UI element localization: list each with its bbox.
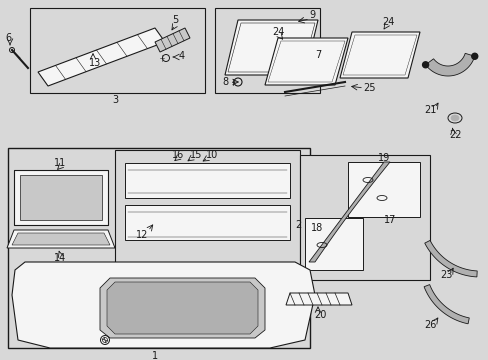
Polygon shape bbox=[100, 278, 264, 338]
Text: 7: 7 bbox=[314, 50, 321, 60]
Polygon shape bbox=[125, 163, 289, 198]
Text: 25: 25 bbox=[363, 83, 375, 93]
Polygon shape bbox=[125, 205, 289, 240]
Text: 24: 24 bbox=[271, 27, 284, 37]
Polygon shape bbox=[12, 262, 314, 348]
Text: 2: 2 bbox=[294, 220, 301, 230]
Bar bbox=[14, 170, 108, 175]
Text: 3: 3 bbox=[112, 95, 118, 105]
Bar bbox=[115, 150, 299, 290]
Polygon shape bbox=[264, 38, 347, 85]
Polygon shape bbox=[155, 28, 190, 52]
Text: 4: 4 bbox=[179, 51, 184, 61]
Bar bbox=[8, 148, 309, 348]
Polygon shape bbox=[339, 32, 419, 78]
Text: 18: 18 bbox=[310, 223, 323, 233]
Polygon shape bbox=[285, 293, 351, 305]
Text: 12: 12 bbox=[136, 230, 148, 240]
Text: 20: 20 bbox=[313, 310, 325, 320]
Text: 26: 26 bbox=[423, 320, 435, 330]
Text: 23: 23 bbox=[439, 270, 451, 280]
Text: 15: 15 bbox=[189, 150, 202, 160]
Polygon shape bbox=[107, 282, 258, 334]
Polygon shape bbox=[12, 233, 110, 245]
Circle shape bbox=[471, 53, 477, 59]
Polygon shape bbox=[38, 28, 164, 86]
Text: 19: 19 bbox=[377, 153, 389, 163]
Text: 6: 6 bbox=[5, 33, 11, 43]
Bar bbox=[14, 170, 20, 225]
Bar bbox=[305, 218, 362, 270]
Bar bbox=[299, 155, 429, 280]
PathPatch shape bbox=[423, 284, 468, 324]
Polygon shape bbox=[14, 170, 108, 225]
Bar bbox=[30, 8, 204, 93]
PathPatch shape bbox=[424, 240, 476, 277]
Bar bbox=[14, 220, 108, 225]
Text: 14: 14 bbox=[54, 253, 66, 263]
Text: 13: 13 bbox=[89, 58, 101, 68]
Text: 11: 11 bbox=[54, 158, 66, 168]
Polygon shape bbox=[7, 230, 115, 248]
Ellipse shape bbox=[450, 115, 458, 121]
Text: 8: 8 bbox=[222, 77, 227, 87]
Text: 17: 17 bbox=[383, 215, 395, 225]
Bar bbox=[347, 162, 419, 217]
Polygon shape bbox=[308, 162, 389, 262]
Bar bbox=[215, 8, 319, 93]
Text: 22: 22 bbox=[448, 130, 460, 140]
Bar bbox=[102, 170, 108, 225]
PathPatch shape bbox=[425, 53, 474, 76]
Text: 10: 10 bbox=[205, 150, 218, 160]
Text: 16: 16 bbox=[171, 150, 184, 160]
Polygon shape bbox=[224, 20, 317, 75]
Text: 1: 1 bbox=[152, 351, 158, 360]
Circle shape bbox=[422, 62, 427, 68]
Text: 9: 9 bbox=[308, 10, 314, 20]
Text: 21: 21 bbox=[423, 105, 435, 115]
Text: 5: 5 bbox=[171, 15, 178, 25]
Polygon shape bbox=[20, 175, 102, 220]
Text: 24: 24 bbox=[381, 17, 393, 27]
